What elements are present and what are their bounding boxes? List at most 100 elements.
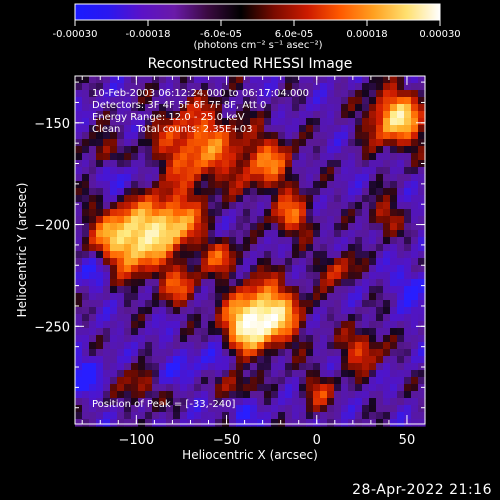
image-pixel [320, 97, 328, 105]
image-pixel [390, 398, 398, 406]
image-pixel [173, 111, 181, 119]
image-pixel [82, 160, 90, 168]
image-pixel [369, 237, 377, 245]
image-pixel [397, 286, 405, 294]
image-pixel [82, 97, 90, 105]
image-pixel [383, 307, 391, 315]
image-pixel [278, 174, 286, 182]
image-pixel [355, 342, 363, 350]
image-pixel [187, 188, 195, 196]
image-pixel [348, 209, 356, 217]
image-pixel [355, 412, 363, 420]
image-pixel [201, 377, 209, 385]
image-pixel [313, 237, 321, 245]
image-pixel [327, 279, 335, 287]
image-pixel [159, 153, 167, 161]
image-pixel [82, 272, 90, 280]
image-pixel [271, 251, 279, 259]
image-pixel [145, 223, 153, 231]
image-pixel [166, 342, 174, 350]
image-pixel [187, 223, 195, 231]
image-pixel [229, 118, 237, 126]
image-pixel [313, 230, 321, 238]
image-pixel [271, 104, 279, 112]
image-pixel [187, 251, 195, 259]
colorbar-tick-label: 0.00030 [419, 29, 460, 40]
image-pixel [292, 181, 300, 189]
image-pixel [110, 265, 118, 273]
image-pixel [89, 349, 97, 357]
image-pixel [348, 216, 356, 224]
image-pixel [264, 321, 272, 329]
image-pixel [152, 321, 160, 329]
image-pixel [180, 412, 188, 420]
image-pixel [271, 237, 279, 245]
image-pixel [103, 335, 111, 343]
image-pixel [271, 111, 279, 119]
image-pixel [355, 153, 363, 161]
image-pixel [229, 97, 237, 105]
image-pixel [201, 272, 209, 280]
image-pixel [173, 321, 181, 329]
image-pixel [292, 90, 300, 98]
image-pixel [390, 377, 398, 385]
image-pixel [299, 181, 307, 189]
image-pixel [397, 356, 405, 364]
image-pixel [383, 209, 391, 217]
image-pixel [173, 132, 181, 140]
image-pixel [159, 237, 167, 245]
image-pixel [187, 209, 195, 217]
image-pixel [257, 104, 265, 112]
image-pixel [271, 398, 279, 406]
image-pixel [271, 216, 279, 224]
image-pixel [243, 300, 251, 308]
image-pixel [250, 195, 258, 203]
image-pixel [299, 90, 307, 98]
image-pixel [362, 293, 370, 301]
image-pixel [208, 132, 216, 140]
image-pixel [236, 188, 244, 196]
image-pixel [124, 419, 132, 427]
image-pixel [285, 111, 293, 119]
image-pixel [257, 377, 265, 385]
image-pixel [124, 125, 132, 133]
image-pixel [264, 146, 272, 154]
image-pixel [152, 153, 160, 161]
image-pixel [257, 405, 265, 413]
image-pixel [327, 293, 335, 301]
image-pixel [327, 370, 335, 378]
image-pixel [383, 76, 391, 84]
y-tick-label: −150 [34, 117, 70, 132]
image-pixel [187, 258, 195, 266]
image-pixel [397, 90, 405, 98]
image-pixel [320, 202, 328, 210]
image-pixel [110, 76, 118, 84]
image-pixel [173, 300, 181, 308]
image-pixel [250, 258, 258, 266]
image-pixel [264, 132, 272, 140]
image-pixel [348, 279, 356, 287]
image-pixel [180, 188, 188, 196]
image-pixel [124, 167, 132, 175]
image-pixel [306, 377, 314, 385]
image-pixel [313, 300, 321, 308]
image-pixel [75, 97, 83, 105]
image-pixel [215, 90, 223, 98]
image-pixel [75, 405, 83, 413]
image-pixel [292, 139, 300, 147]
image-pixel [264, 370, 272, 378]
image-pixel [82, 216, 90, 224]
image-pixel [341, 146, 349, 154]
image-pixel [138, 251, 146, 259]
image-pixel [180, 300, 188, 308]
image-pixel [250, 405, 258, 413]
image-pixel [383, 384, 391, 392]
image-pixel [264, 258, 272, 266]
image-pixel [278, 230, 286, 238]
image-pixel [362, 111, 370, 119]
image-pixel [418, 377, 426, 385]
image-pixel [292, 188, 300, 196]
image-pixel [341, 321, 349, 329]
image-pixel [327, 202, 335, 210]
image-pixel [299, 307, 307, 315]
